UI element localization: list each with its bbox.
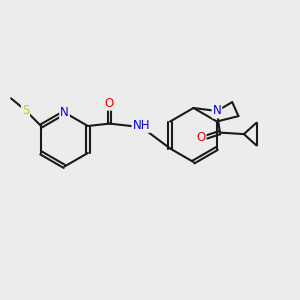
Text: N: N	[60, 106, 69, 119]
Text: S: S	[22, 104, 29, 117]
Text: N: N	[212, 104, 221, 118]
Text: O: O	[196, 131, 206, 145]
Text: O: O	[105, 97, 114, 110]
Text: NH: NH	[133, 119, 150, 132]
